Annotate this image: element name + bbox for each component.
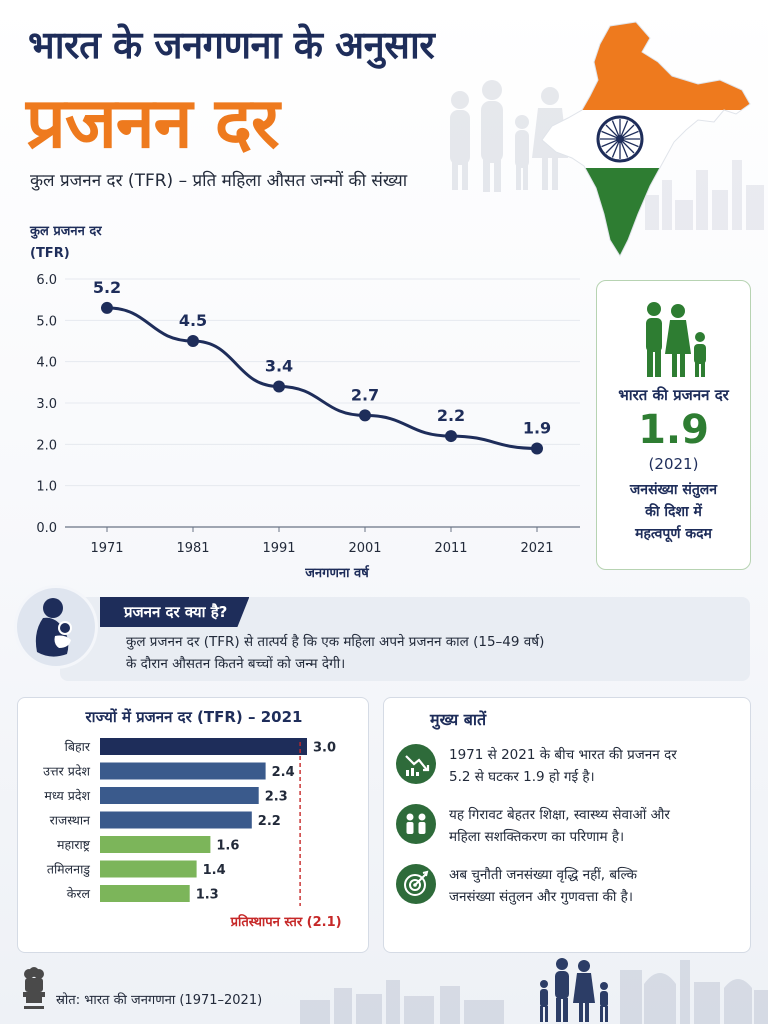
y-tick-label: 1.0 [36, 480, 57, 495]
tfr-line-chart: कुल प्रजनन दर (TFR) 0.0 1.0 2.0 3.0 4.0 5.0 6.… [29, 224, 580, 581]
key-point-line: अब चुनौती जनसंख्या वृद्धि नहीं, बल्कि [449, 867, 637, 883]
state-label: महाराष्ट्र [57, 837, 91, 852]
bar-chart-title: राज्यों में प्रजनन दर (TFR) – 2021 [85, 708, 303, 726]
key-point: 1971 से 2021 के बीच भारत की प्रजनन दर 5.… [396, 744, 741, 800]
x-tick-label: 1991 [262, 541, 295, 556]
ashoka-chakra-icon [596, 115, 644, 163]
state-label: तमिलनाडु [47, 862, 90, 878]
state-bar-value: 2.2 [258, 814, 281, 829]
stat-note-line: जनसंख्या संतुलन [629, 482, 718, 498]
key-points-panel: मुख्य बातें 1971 से 2021 के बीच भारत की … [383, 697, 751, 953]
x-tick-label: 1971 [90, 541, 123, 556]
stat-note-line: महत्वपूर्ण कदम [635, 526, 712, 542]
key-point-line: 1971 से 2021 के बीच भारत की प्रजनन दर [449, 747, 677, 763]
key-point-line: जनसंख्या संतुलन और गुणवत्ता की है। [449, 889, 633, 905]
header-title: भारत के जनगणना के अनुसार [28, 23, 435, 67]
data-point [359, 409, 371, 422]
x-tick-label: 1981 [176, 541, 209, 556]
y-tick-label: 4.0 [36, 356, 57, 371]
x-axis-label: जनगणना वर्ष [304, 565, 369, 581]
key-point-text: अब चुनौती जनसंख्या वृद्धि नहीं, बल्कि जन… [449, 864, 741, 908]
data-label: 2.7 [351, 385, 379, 404]
declining-chart-icon [396, 744, 436, 784]
state-bar-value: 2.3 [265, 790, 288, 805]
y-axis-label: कुल प्रजनन दर [29, 224, 102, 239]
definition-line: कुल प्रजनन दर (TFR) से तात्पर्य है कि एक… [126, 634, 545, 650]
state-label: बिहार [65, 739, 91, 754]
state-bar [100, 787, 259, 804]
y-tick-label: 3.0 [36, 397, 57, 412]
state-bar-value: 3.0 [313, 741, 336, 756]
state-bar-value: 1.6 [216, 839, 239, 854]
family-icon [645, 302, 706, 377]
data-point [273, 380, 285, 393]
state-bar [100, 811, 252, 829]
state-bar [100, 836, 211, 853]
data-point [531, 442, 543, 455]
key-point-text: यह गिरावट बेहतर शिक्षा, स्वास्थ्य सेवाओं… [449, 804, 741, 848]
mother-child-icon-circle [14, 585, 98, 669]
tfr-series-line [106, 306, 538, 450]
definition-text: कुल प्रजनन दर (TFR) से तात्पर्य है कि एक… [126, 631, 736, 675]
key-point-text: 1971 से 2021 के बीच भारत की प्रजनन दर 5.… [449, 744, 741, 788]
chart-subtitle: कुल प्रजनन दर (TFR) – प्रति महिला औसत जन… [30, 171, 408, 191]
data-label: 1.9 [523, 418, 551, 437]
national-emblem-icon [23, 967, 45, 1009]
skyline-decoration [300, 960, 768, 1024]
state-bar-value: 2.4 [272, 765, 295, 780]
state-bar-value: 1.4 [203, 863, 226, 878]
x-tick-label: 2001 [348, 541, 381, 556]
x-tick-label: 2021 [520, 541, 553, 556]
y-tick-label: 2.0 [36, 438, 57, 453]
y-tick-label: 5.0 [36, 314, 57, 329]
header-main-title: प्रजनन दर [26, 82, 280, 164]
key-point-line: यह गिरावट बेहतर शिक्षा, स्वास्थ्य सेवाओं… [449, 807, 670, 823]
stat-year: (2021) [648, 455, 699, 473]
y-tick-label: 6.0 [36, 273, 57, 288]
key-point-line: महिला सशक्तिकरण का परिणाम है। [449, 829, 625, 845]
state-label: केरल [67, 886, 91, 901]
skyline-decoration [645, 160, 764, 230]
data-point [187, 335, 199, 347]
y-axis-label-unit: (TFR) [30, 246, 70, 261]
data-point [101, 301, 113, 314]
key-point: यह गिरावट बेहतर शिक्षा, स्वास्थ्य सेवाओं… [396, 804, 741, 860]
stat-note-line: की दिशा में [645, 504, 702, 520]
state-label: मध्य प्रदेश [44, 788, 90, 803]
state-label: उत्तर प्रदेश [43, 764, 90, 779]
state-bar [100, 738, 307, 755]
data-label: 5.2 [93, 278, 121, 297]
data-label: 3.4 [265, 356, 293, 375]
bottom-family-icon [540, 958, 608, 1022]
key-point-line: 5.2 से घटकर 1.9 हो गई है। [449, 769, 595, 785]
state-bar [100, 885, 190, 902]
data-label: 4.5 [179, 311, 207, 330]
state-tfr-panel: राज्यों में प्रजनन दर (TFR) – 2021 बिहार… [17, 697, 369, 953]
state-bar [100, 762, 266, 780]
source-note: स्रोत: भारत की जनगणना (1971–2021) [56, 993, 263, 1008]
stat-label: भारत की प्रजनन दर [618, 386, 729, 404]
data-label: 2.2 [437, 406, 465, 425]
stat-value: 1.9 [638, 407, 709, 453]
mother-child-icon [35, 598, 72, 657]
target-icon [396, 864, 436, 904]
x-tick-label: 2011 [434, 541, 467, 556]
key-points-title: मुख्य बातें [430, 710, 487, 729]
data-point [445, 430, 457, 443]
y-tick-label: 0.0 [36, 521, 57, 536]
state-tfr-bar-chart: राज्यों में प्रजनन दर (TFR) – 2021 बिहार… [43, 708, 342, 930]
definition-title: प्रजनन दर क्या है? [100, 597, 250, 627]
india-map-flag [541, 21, 751, 258]
stat-note: जनसंख्या संतुलन की दिशा में महत्वपूर्ण क… [597, 479, 750, 545]
state-bar [100, 860, 197, 878]
replacement-level-label: प्रतिस्थापन स्तर (2.1) [230, 914, 342, 930]
people-icon [396, 804, 436, 844]
definition-line: के दौरान औसतन कितने बच्चों को जन्म देगी। [126, 656, 346, 672]
state-label: राजस्थान [50, 813, 91, 828]
key-point: अब चुनौती जनसंख्या वृद्धि नहीं, बल्कि जन… [396, 864, 741, 920]
state-bar-value: 1.3 [196, 888, 219, 903]
india-tfr-stat-card: भारत की प्रजनन दर 1.9 (2021) जनसंख्या सं… [596, 280, 751, 570]
